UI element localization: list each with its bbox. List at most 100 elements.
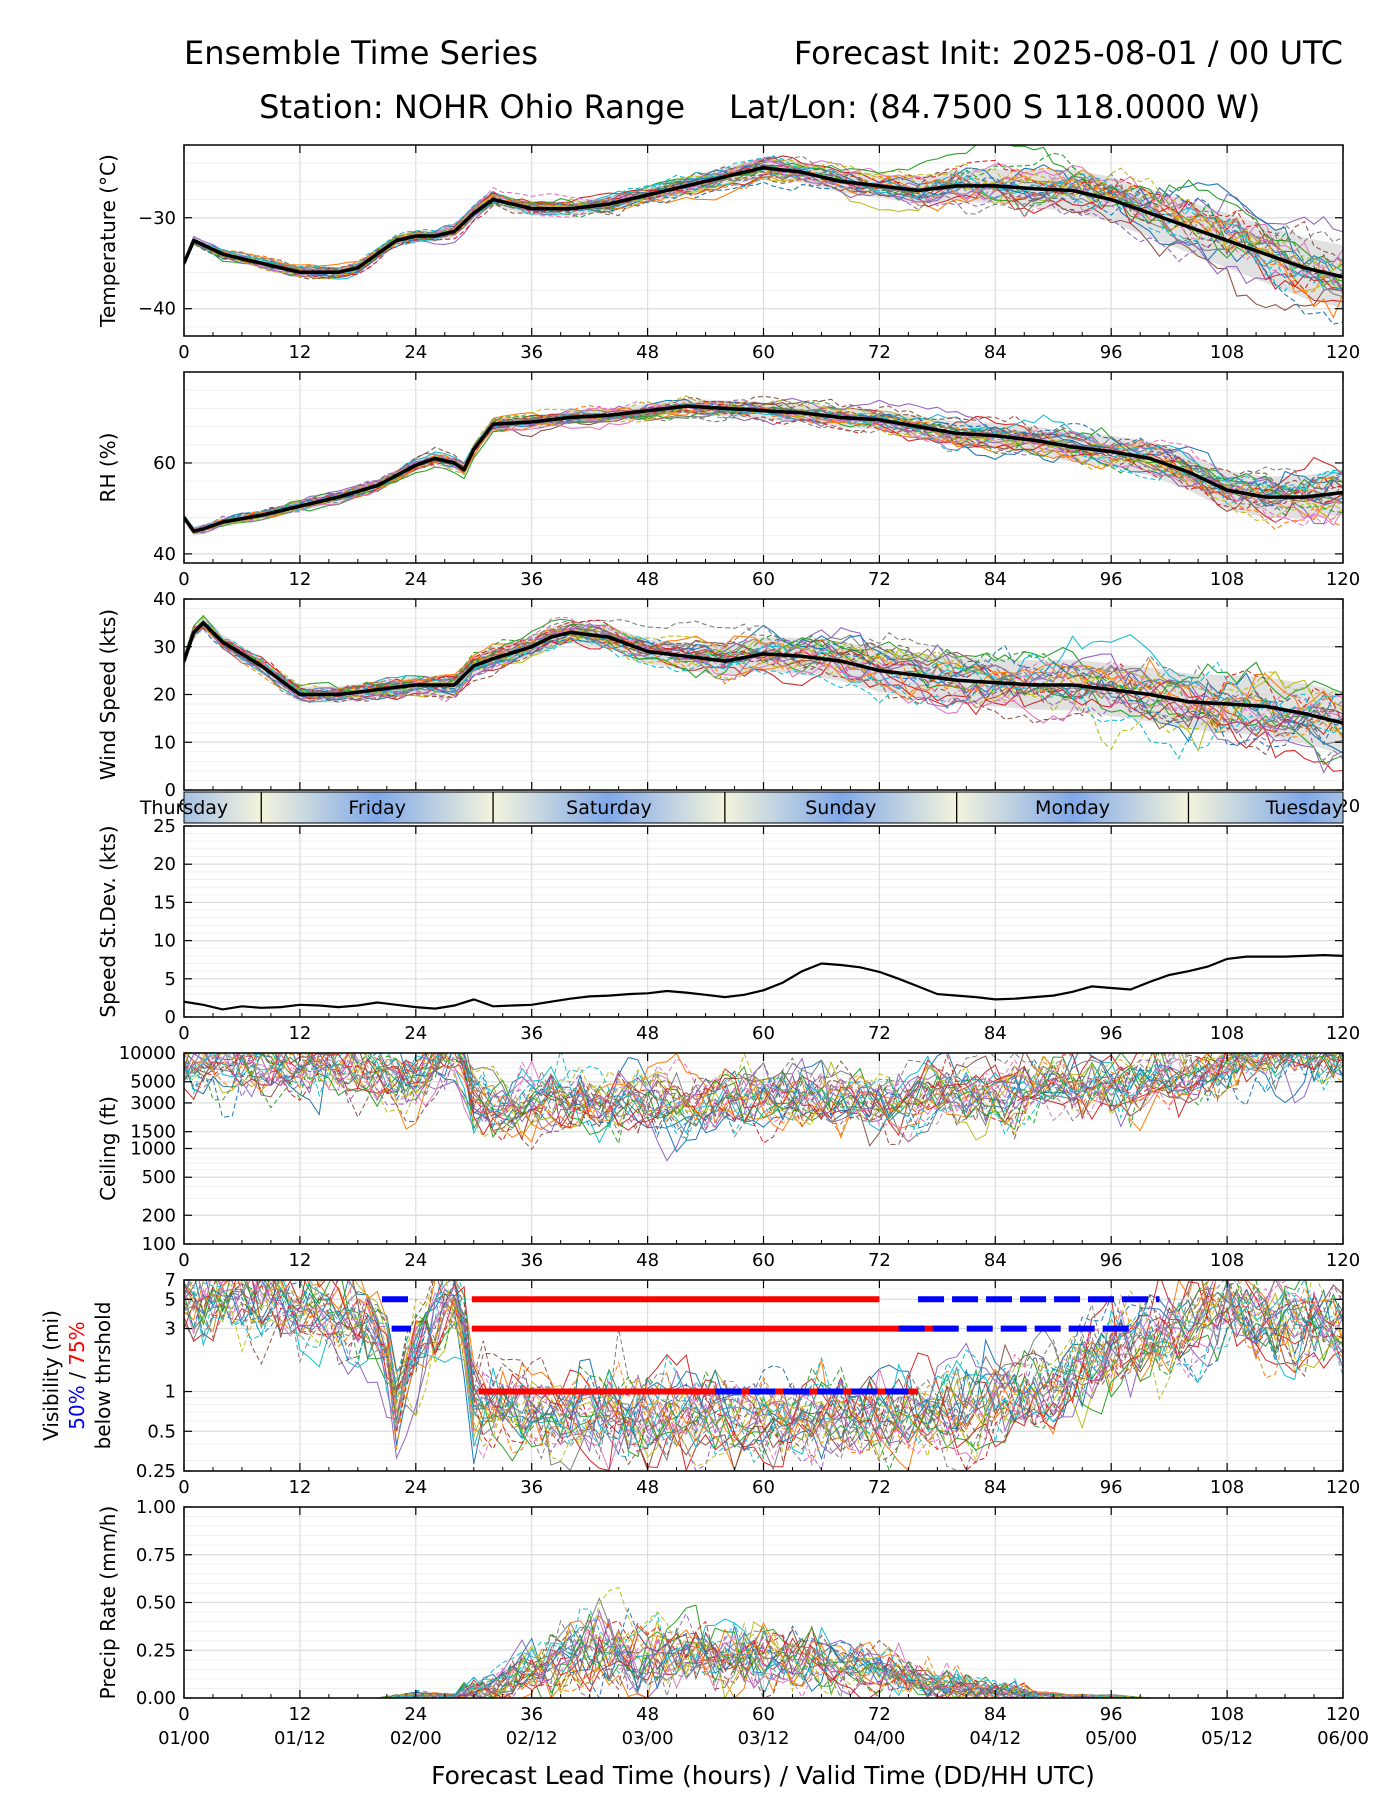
- y-tick-label: 30: [153, 637, 176, 658]
- x-tick-label: 12: [288, 1250, 311, 1271]
- y-tick-label: 200: [142, 1205, 176, 1226]
- x-tick-label: 48: [636, 1477, 659, 1498]
- valid-time-label: 06/00: [1317, 1728, 1369, 1749]
- member-line: [184, 1053, 1343, 1146]
- day-band: Thursday Friday Saturday Sunday Monday Tuesda…: [139, 791, 1344, 824]
- member-line: [184, 1612, 1343, 1698]
- y-tick-label: 25: [153, 816, 176, 837]
- y-tick-label: 10: [153, 931, 176, 952]
- member-line: [184, 627, 1343, 748]
- x-tick-label: 84: [984, 569, 1007, 590]
- day-label: Friday: [348, 797, 406, 819]
- member-line: [184, 1615, 1343, 1698]
- y-tick-label: 60: [153, 453, 176, 474]
- member-line: [184, 1280, 1343, 1471]
- x-tick-label: 0: [178, 1704, 189, 1725]
- member-line: [184, 1280, 1343, 1471]
- x-tick-label: 72: [868, 569, 891, 590]
- plot-area: [184, 395, 1343, 536]
- ensemble-mean-line: [184, 404, 1343, 533]
- x-axis-labels: 01/00 01/12 02/00 02/12 03/00 03/12 04/00 04/12…: [158, 1728, 1369, 1749]
- x-tick-label: 84: [984, 1250, 1007, 1271]
- member-line: [184, 1608, 1343, 1698]
- member-line: [184, 158, 1343, 286]
- y-tick-label: 10: [153, 732, 176, 753]
- member-line: [184, 1280, 1343, 1462]
- y-tick-label: 0.75: [136, 1545, 176, 1566]
- member-line: [184, 622, 1343, 741]
- x-tick-label: 84: [984, 342, 1007, 363]
- x-tick-label: 108: [1210, 1477, 1244, 1498]
- forecast-init: Forecast Init: 2025-08-01 / 00 UTC: [794, 34, 1343, 72]
- member-line: [184, 1280, 1343, 1471]
- x-tick-label: 96: [1100, 1023, 1123, 1044]
- x-tick-label: 72: [868, 1023, 891, 1044]
- x-tick-label: 120: [1326, 342, 1360, 363]
- member-line: [184, 1280, 1343, 1460]
- ensemble-mean-line: [184, 165, 1343, 279]
- y-axis-label: Visibility (mi): [39, 1310, 63, 1441]
- member-line: [184, 166, 1343, 274]
- member-line: [184, 619, 1343, 739]
- y-tick-label: 7: [165, 1270, 176, 1291]
- x-tick-label: 24: [404, 342, 427, 363]
- member-line: [184, 1280, 1343, 1452]
- member-line: [184, 1618, 1343, 1698]
- day-label: Thursday: [139, 797, 228, 819]
- member-line: [184, 1280, 1343, 1466]
- y-axis-label: Ceiling (ft): [96, 1096, 120, 1201]
- x-tick-label: 12: [288, 342, 311, 363]
- y-tick-label: 20: [153, 854, 176, 875]
- valid-time-label: 03/12: [738, 1728, 790, 1749]
- member-line: [184, 622, 1343, 753]
- x-tick-label: 108: [1210, 569, 1244, 590]
- x-tick-label: 84: [984, 1023, 1007, 1044]
- member-line: [184, 1280, 1343, 1463]
- x-tick-label: 24: [404, 1023, 427, 1044]
- y-tick-label: 5: [165, 969, 176, 990]
- x-tick-label: 12: [288, 1704, 311, 1725]
- y-tick-label: 20: [153, 685, 176, 706]
- member-line: [184, 1625, 1343, 1698]
- stdev-line: [184, 953, 1343, 1011]
- x-tick-label: 24: [404, 1704, 427, 1725]
- station-latlon: Lat/Lon: (84.7500 S 118.0000 W): [729, 88, 1260, 126]
- x-tick-label: 120: [1326, 1023, 1360, 1044]
- x-tick-label: 96: [1100, 1477, 1123, 1498]
- member-line: [184, 1627, 1343, 1698]
- x-tick-label: 48: [636, 1704, 659, 1725]
- x-tick-label: 0: [178, 342, 189, 363]
- y-tick-label: 1500: [130, 1122, 176, 1143]
- x-tick-label: 12: [288, 569, 311, 590]
- x-tick-label: 60: [752, 1477, 775, 1498]
- member-line: [184, 1053, 1343, 1124]
- y-tick-label: 5000: [130, 1072, 176, 1093]
- y-tick-label: −30: [138, 208, 176, 229]
- member-line: [184, 621, 1343, 760]
- member-line: [184, 623, 1343, 736]
- x-tick-label: 108: [1210, 342, 1244, 363]
- y-tick-label: 500: [142, 1167, 176, 1188]
- y-axis-label-sub: below thrshold: [91, 1302, 115, 1450]
- member-line: [184, 625, 1343, 762]
- valid-time-label: 04/12: [969, 1728, 1021, 1749]
- member-line: [184, 177, 1343, 325]
- plot-area: [184, 1280, 1343, 1471]
- x-tick-label: 120: [1326, 1477, 1360, 1498]
- plot-area: [184, 1053, 1343, 1162]
- member-line: [184, 1280, 1343, 1461]
- x-tick-label: 108: [1210, 1023, 1244, 1044]
- member-line: [184, 626, 1343, 738]
- member-line: [184, 157, 1343, 282]
- x-tick-label: 36: [520, 1023, 543, 1044]
- valid-time-label: 02/12: [506, 1728, 558, 1749]
- x-tick-label: 72: [868, 1704, 891, 1725]
- x-tick-label: 24: [404, 1477, 427, 1498]
- plot-area: [184, 1586, 1343, 1698]
- member-line: [184, 1053, 1335, 1134]
- y-tick-label: 1.00: [136, 1497, 176, 1518]
- y-tick-label: 40: [153, 544, 176, 565]
- plot-area: [184, 614, 1343, 774]
- x-tick-label: 48: [636, 1023, 659, 1044]
